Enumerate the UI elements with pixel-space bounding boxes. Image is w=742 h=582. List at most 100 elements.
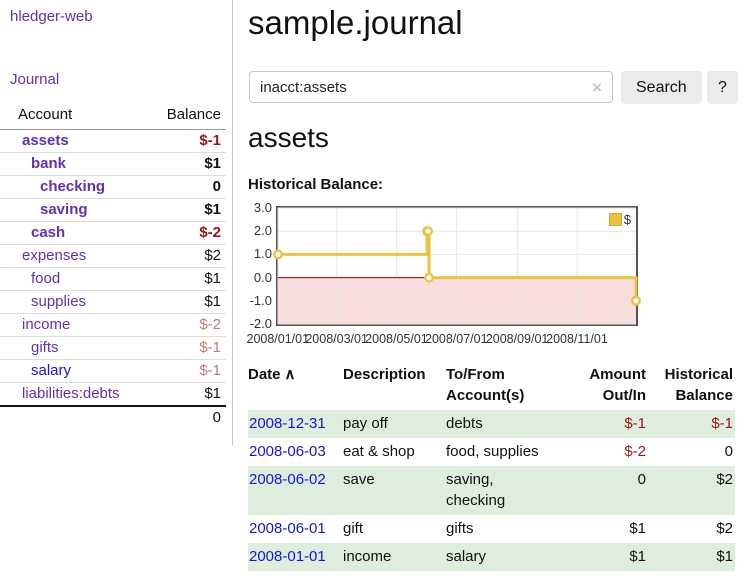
transaction-row: 2008-01-01 income salary $1 $1	[248, 543, 735, 571]
transaction-balance: 0	[724, 443, 733, 460]
account-link-expenses[interactable]: expenses	[22, 247, 87, 264]
transaction-amount: $-1	[558, 410, 648, 438]
account-balance: $-2	[151, 221, 226, 245]
transaction-description: pay off	[343, 410, 446, 438]
transaction-date-link[interactable]: 2008-06-02	[249, 471, 326, 488]
account-heading: assets	[248, 122, 329, 153]
transaction-date-link[interactable]: 2008-06-01	[249, 520, 326, 537]
search-input[interactable]	[249, 71, 613, 103]
account-link-bank[interactable]: bank	[31, 155, 67, 172]
account-balance: $1	[151, 290, 226, 314]
account-link-income[interactable]: income	[22, 316, 71, 333]
register-table: Date ∧ Description To/From Account(s) Amo…	[248, 362, 735, 571]
transaction-description: eat & shop	[343, 443, 415, 460]
sort-ascending-icon: ∧	[284, 366, 296, 383]
account-balance: $-1	[151, 359, 226, 383]
account-row: income $-2	[0, 313, 226, 337]
account-balance: $2	[151, 244, 226, 268]
account-row: food $1	[0, 267, 226, 291]
accounts-balance-table: Account Balance assets $-1 bank $1 check…	[0, 103, 226, 429]
y-axis-tick-label: 2.0	[253, 223, 272, 239]
transaction-row: 2008-06-01 gift gifts $1 $2	[248, 515, 735, 543]
x-axis-tick-label: 2008/11/01	[546, 332, 608, 346]
sidebar-item-journal[interactable]: Journal	[10, 71, 60, 88]
amount-column-header: Amount Out/In	[589, 366, 646, 404]
account-link-supplies[interactable]: supplies	[31, 293, 87, 310]
account-balance: $1	[151, 382, 226, 407]
transaction-balance: $2	[716, 520, 733, 537]
account-balance: $1	[151, 267, 226, 291]
account-link-assets[interactable]: assets	[22, 132, 69, 149]
y-axis-tick-label: 0.0	[253, 269, 272, 285]
transaction-description: save	[343, 466, 446, 515]
x-axis-tick-label: 2008/01/01	[246, 332, 310, 346]
search-button[interactable]: Search	[621, 71, 702, 104]
accounts-total-row: 0	[0, 405, 226, 429]
transaction-accounts: saving, checking	[446, 466, 558, 515]
sidebar: hledger-web Journal Account Balance asse…	[0, 0, 233, 446]
transaction-balance: $2	[648, 466, 735, 515]
account-row: checking 0	[0, 175, 226, 199]
account-row: saving $1	[0, 198, 226, 222]
x-axis-tick-label: 2008/03/01	[305, 332, 368, 346]
transaction-date-link[interactable]: 2008-12-31	[249, 415, 326, 432]
accounts-column-header: To/From Account(s)	[446, 366, 525, 404]
transaction-amount: $1	[558, 543, 648, 571]
x-axis-tick-label: 2008/05/01	[365, 332, 428, 346]
help-button[interactable]: ?	[707, 71, 738, 104]
account-link-saving[interactable]: saving	[40, 201, 88, 218]
legend-label: $	[623, 212, 631, 227]
y-axis-tick-label: 3.0	[253, 200, 272, 215]
transaction-balance: $1	[648, 543, 735, 571]
transaction-accounts: gifts	[446, 520, 474, 537]
transaction-date-link[interactable]: 2008-06-03	[249, 443, 326, 460]
account-row: salary $-1	[0, 359, 226, 383]
description-column-header: Description	[343, 366, 426, 383]
y-axis-tick-label: -2.0	[249, 316, 272, 331]
y-axis-tick-label: 1.0	[253, 246, 272, 262]
x-axis-tick-label: 2008/09/01	[485, 332, 549, 346]
chart-plot-area: $	[273, 206, 642, 326]
account-row: assets $-1	[0, 129, 226, 153]
transaction-balance: $-1	[648, 410, 735, 438]
search-clear-icon[interactable]: ×	[592, 78, 602, 97]
accounts-total-value: 0	[151, 405, 226, 429]
account-link-gifts[interactable]: gifts	[31, 339, 59, 356]
transaction-accounts: debts	[446, 410, 558, 438]
account-link-food[interactable]: food	[31, 270, 61, 287]
account-balance: $1	[151, 152, 226, 176]
account-row: expenses $2	[0, 244, 226, 268]
account-row: gifts $-1	[0, 336, 226, 360]
account-row: bank $1	[0, 152, 226, 176]
historical-balance-chart: 3.0 2.0 1.0 0.0 -1.0 -2.0 $ 2008/01/01 2008/03…	[244, 200, 684, 348]
transaction-date-link[interactable]: 2008-01-01	[249, 548, 326, 565]
app-title-link[interactable]: hledger-web	[10, 8, 93, 25]
register-header-row: Date ∧ Description To/From Account(s) Amo…	[248, 362, 735, 410]
transaction-row: 2008-06-02 save saving, checking 0 $2	[248, 466, 735, 515]
transaction-amount: $-2	[624, 443, 646, 460]
account-balance: 0	[151, 175, 226, 199]
account-link-liabilities-debts[interactable]: liabilities:debts	[22, 385, 120, 402]
legend-swatch-icon	[608, 213, 622, 226]
account-row: cash $-2	[0, 221, 226, 245]
date-column-header[interactable]: Date ∧	[248, 366, 296, 383]
transaction-accounts: food, supplies	[446, 443, 539, 460]
transaction-amount: 0	[558, 466, 648, 515]
account-link-checking[interactable]: checking	[40, 178, 106, 195]
transaction-description: gift	[343, 520, 364, 537]
page-title: sample.journal	[248, 4, 463, 41]
transaction-row: 2008-12-31 pay off debts $-1 $-1	[248, 410, 735, 438]
y-axis-tick-label: -1.0	[249, 292, 272, 308]
transaction-row: 2008-06-03 eat & shop food, supplies $-2…	[248, 438, 735, 466]
account-link-salary[interactable]: salary	[31, 362, 72, 379]
transaction-amount: $1	[629, 520, 646, 537]
account-row: supplies $1	[0, 290, 226, 314]
accounts-table-header: Account Balance	[0, 103, 226, 130]
account-balance: $-2	[151, 313, 226, 337]
balance-column-header: Historical Balance	[664, 366, 733, 404]
account-balance: $1	[151, 198, 226, 222]
account-link-cash[interactable]: cash	[31, 224, 66, 241]
balance-column-header: Balance	[151, 103, 226, 130]
transaction-accounts: salary	[446, 543, 558, 571]
